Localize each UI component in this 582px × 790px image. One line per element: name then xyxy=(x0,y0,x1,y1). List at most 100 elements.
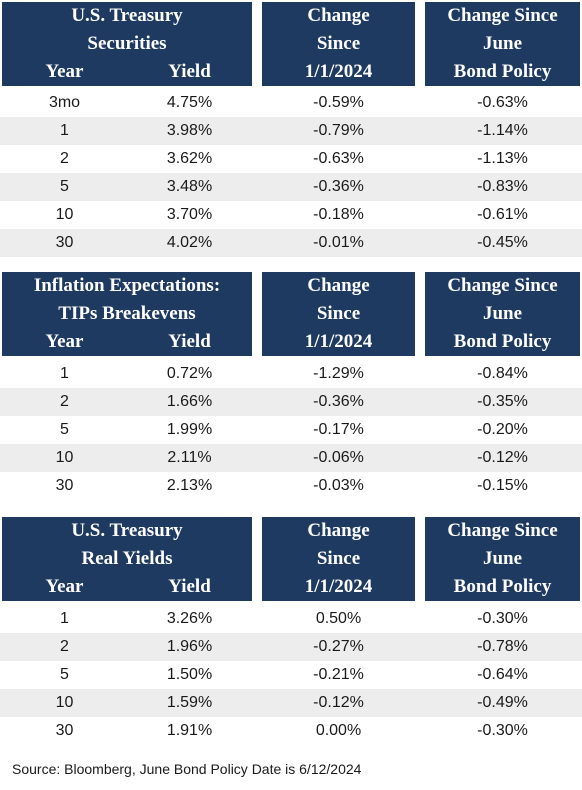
header-subcolumns: Year Yield xyxy=(2,58,252,86)
change-ytd-cell: -0.27% xyxy=(313,638,364,655)
header-title-line2: Real Yields xyxy=(81,548,173,569)
header-line: June xyxy=(482,33,523,54)
header-title-cell: U.S. Treasury Real Yields Year Yield xyxy=(2,517,252,601)
header-line: Change Since xyxy=(447,5,558,26)
header-title-line2: Securities xyxy=(87,33,167,54)
header-line: June xyxy=(482,548,523,569)
change-ytd-cell: -0.36% xyxy=(313,393,364,410)
table-row: 10 3.70% -0.18% -0.61% xyxy=(0,201,582,229)
table-body: 3mo 4.75% -0.59% -0.63% 1 3.98% -0.79% -… xyxy=(0,89,582,257)
year-cell: 1 xyxy=(60,122,69,139)
table-row: 5 1.50% -0.21% -0.64% xyxy=(0,661,582,689)
change-june-cell: -0.35% xyxy=(477,393,528,410)
table-row: 2 1.66% -0.36% -0.35% xyxy=(0,388,582,416)
change-ytd-column-header: Change Since 1/1/2024 xyxy=(262,517,415,601)
yield-cell: 1.66% xyxy=(166,393,213,410)
change-june-cell: -0.45% xyxy=(477,234,528,251)
header-line: 1/1/2024 xyxy=(304,331,373,352)
table-body: 1 3.26% 0.50% -0.30% 2 1.96% -0.27% -0.7… xyxy=(0,605,582,745)
change-june-cell: -0.20% xyxy=(477,421,528,438)
yield-cell: 1.50% xyxy=(166,666,213,683)
yield-cell: 1.96% xyxy=(166,638,213,655)
year-cell: 5 xyxy=(60,666,69,683)
source-note: Source: Bloomberg, June Bond Policy Date… xyxy=(12,761,362,777)
header-title-line1: U.S. Treasury xyxy=(71,5,183,26)
year-cell: 5 xyxy=(60,178,69,195)
yield-cell: 1.99% xyxy=(166,421,213,438)
header-title-line2: TIPs Breakevens xyxy=(58,303,196,324)
change-june-cell: -0.30% xyxy=(477,722,528,739)
header-line: Bond Policy xyxy=(453,576,552,597)
year-cell: 3mo xyxy=(48,94,81,111)
header-line: Change Since xyxy=(447,520,558,541)
table-row: 1 3.98% -0.79% -1.14% xyxy=(0,117,582,145)
change-ytd-cell: -0.12% xyxy=(313,694,364,711)
yield-cell: 2.11% xyxy=(167,449,212,466)
change-june-cell: -0.83% xyxy=(477,178,528,195)
table-row: 10 2.11% -0.06% -0.12% xyxy=(0,444,582,472)
change-june-cell: -0.84% xyxy=(477,365,528,382)
change-ytd-column-header: Change Since 1/1/2024 xyxy=(262,2,415,86)
change-ytd-cell: 0.50% xyxy=(315,610,362,627)
table-row: 1 0.72% -1.29% -0.84% xyxy=(0,360,582,388)
change-june-cell: -0.49% xyxy=(477,694,528,711)
yield-cell: 4.02% xyxy=(166,234,213,251)
change-ytd-column-header: Change Since 1/1/2024 xyxy=(262,272,415,356)
year-cell: 1 xyxy=(60,365,69,382)
header-line: Change xyxy=(307,275,370,296)
year-cell: 1 xyxy=(60,610,69,627)
yield-cell: 3.26% xyxy=(166,610,213,627)
yield-cell: 1.59% xyxy=(166,694,213,711)
table-row: 2 3.62% -0.63% -1.13% xyxy=(0,145,582,173)
yield-column-header: Yield xyxy=(168,576,211,597)
table-row: 1 3.26% 0.50% -0.30% xyxy=(0,605,582,633)
change-ytd-cell: -0.36% xyxy=(313,178,364,195)
yield-cell: 0.72% xyxy=(166,365,213,382)
header-title-line1: Inflation Expectations: xyxy=(33,275,221,296)
header-title-line1: U.S. Treasury xyxy=(71,520,183,541)
year-cell: 30 xyxy=(55,722,74,739)
change-ytd-cell: 0.00% xyxy=(315,722,362,739)
header-line: 1/1/2024 xyxy=(304,61,373,82)
table-row: 2 1.96% -0.27% -0.78% xyxy=(0,633,582,661)
change-june-cell: -0.15% xyxy=(477,477,528,494)
year-column-header: Year xyxy=(45,576,84,597)
year-cell: 2 xyxy=(60,393,69,410)
change-june-cell: -0.61% xyxy=(477,206,528,223)
header-line: Bond Policy xyxy=(453,61,552,82)
header-subcolumns: Year Yield xyxy=(2,573,252,601)
year-cell: 10 xyxy=(55,694,74,711)
year-cell: 30 xyxy=(55,234,74,251)
change-june-cell: -0.64% xyxy=(477,666,528,683)
table-row: 3mo 4.75% -0.59% -0.63% xyxy=(0,89,582,117)
header-line: Since xyxy=(316,548,361,569)
table-row: 30 2.13% -0.03% -0.15% xyxy=(0,472,582,500)
yield-cell: 3.98% xyxy=(166,122,213,139)
change-ytd-cell: -0.03% xyxy=(313,477,364,494)
change-ytd-cell: -0.17% xyxy=(313,421,364,438)
table-row: 10 1.59% -0.12% -0.49% xyxy=(0,689,582,717)
table-row: 5 1.99% -0.17% -0.20% xyxy=(0,416,582,444)
change-june-cell: -0.30% xyxy=(477,610,528,627)
header-subcolumns: Year Yield xyxy=(2,328,252,356)
change-ytd-cell: -0.06% xyxy=(313,449,364,466)
year-column-header: Year xyxy=(45,61,84,82)
change-ytd-cell: -0.63% xyxy=(313,150,364,167)
header-title-cell: U.S. Treasury Securities Year Yield xyxy=(2,2,252,86)
change-ytd-cell: -0.01% xyxy=(313,234,364,251)
header-line: Since xyxy=(316,303,361,324)
change-june-cell: -1.13% xyxy=(477,150,528,167)
table-row: 30 1.91% 0.00% -0.30% xyxy=(0,717,582,745)
year-cell: 10 xyxy=(55,206,74,223)
header-line: Bond Policy xyxy=(453,331,552,352)
year-column-header: Year xyxy=(45,331,84,352)
change-ytd-cell: -0.79% xyxy=(313,122,364,139)
year-cell: 2 xyxy=(60,638,69,655)
year-cell: 5 xyxy=(60,421,69,438)
change-june-cell: -0.63% xyxy=(477,94,528,111)
yield-cell: 3.70% xyxy=(166,206,213,223)
header-line: Change xyxy=(307,5,370,26)
change-ytd-cell: -0.18% xyxy=(313,206,364,223)
header-line: 1/1/2024 xyxy=(304,576,373,597)
header-line: Since xyxy=(316,33,361,54)
